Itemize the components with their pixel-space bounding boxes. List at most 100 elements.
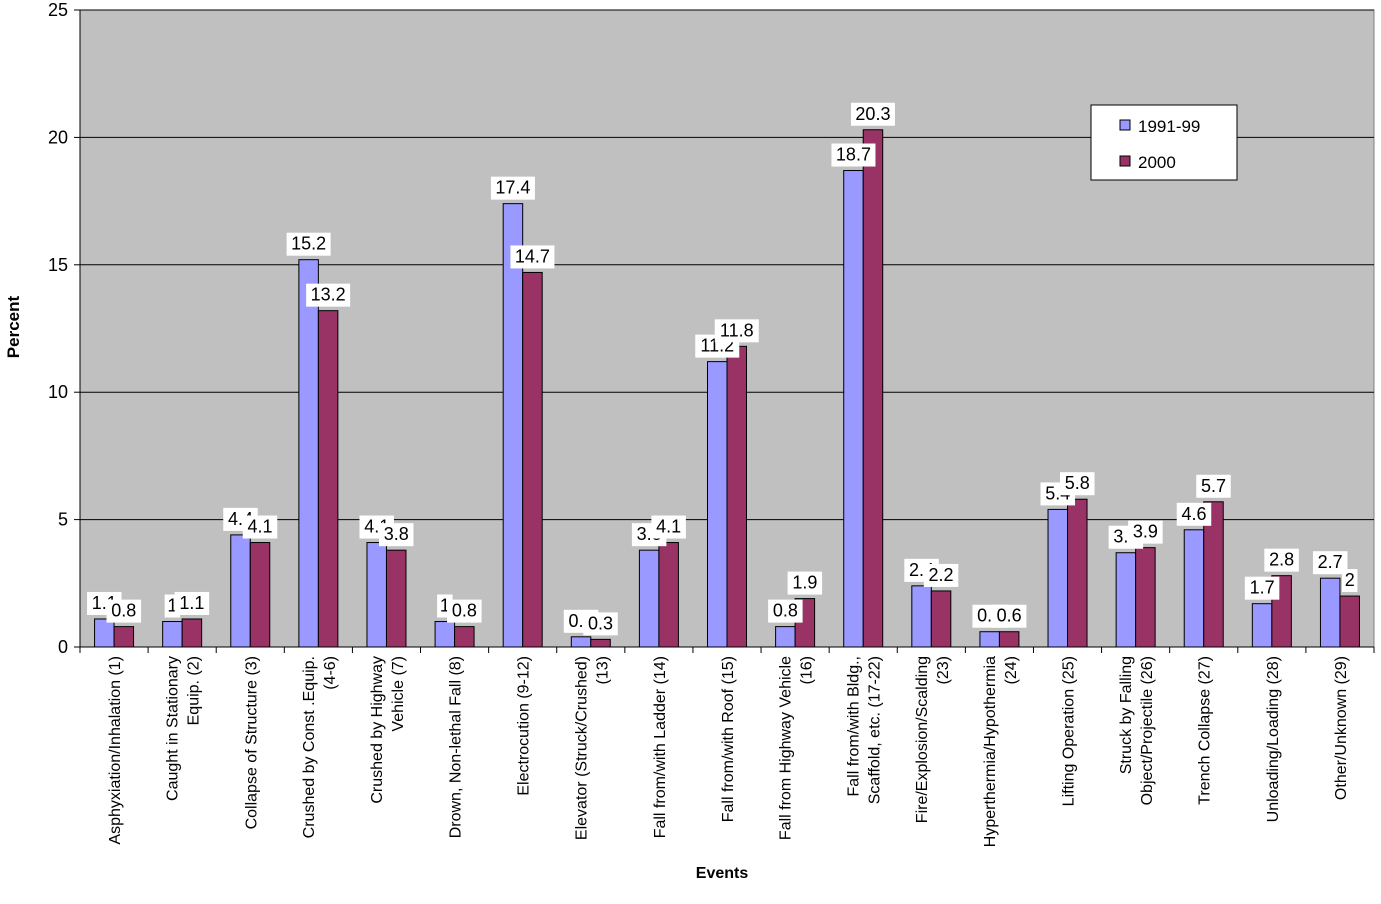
bar-1991-99 — [843, 170, 864, 648]
bar-2000 — [590, 638, 611, 648]
x-tick-label: Trench Collapse (27) — [1197, 656, 1214, 805]
x-tick-label: Fall from/with Roof (15) — [720, 656, 737, 822]
data-label-bg — [174, 591, 210, 615]
bar-2000 — [181, 618, 203, 648]
bar-1991-99 — [502, 203, 524, 648]
legend-label-2000: 2000 — [1138, 153, 1176, 172]
x-tick-label: Hyperthermia/Hypothermia — [982, 656, 999, 847]
x-tick-label: Equip. (2) — [186, 656, 203, 725]
x-tick-label: Object/Projectile (26) — [1139, 656, 1156, 805]
bar-1991-99 — [707, 361, 728, 648]
data-label-bg — [923, 563, 959, 587]
x-axis-title: Events — [696, 865, 749, 882]
bar-1991-99 — [570, 636, 592, 648]
data-label-bg — [831, 143, 876, 167]
x-tick-label: Asphyxiation/Inhalation (1) — [107, 656, 124, 845]
x-tick-label: Unloading/Loading (28) — [1265, 656, 1282, 822]
data-label-bg — [714, 319, 759, 343]
data-label: 1 — [167, 596, 177, 616]
data-label: 1.7 — [1250, 578, 1275, 598]
bar-2000 — [726, 345, 747, 648]
data-label-bg — [447, 599, 482, 623]
data-label: 5.7 — [1201, 476, 1226, 496]
data-label: 0.6 — [997, 606, 1022, 626]
x-tick-label: Scaffold, etc. (17-22) — [867, 656, 884, 804]
x-tick-label: Crushed by Highway — [369, 656, 386, 804]
data-label: 0.3 — [588, 613, 613, 633]
data-label: 17.4 — [495, 178, 530, 198]
bar-1991-99 — [94, 618, 115, 648]
x-tick-label: Fall from/with Bldg., — [846, 656, 863, 796]
bar-2000 — [249, 542, 271, 648]
data-label-bg — [1176, 502, 1212, 526]
bar-1991-99 — [911, 585, 932, 648]
data-label: 4.1 — [247, 517, 272, 537]
bar-1991-99 — [1251, 603, 1273, 648]
bar-2000 — [930, 590, 952, 648]
data-label-bg — [490, 176, 535, 200]
y-axis-title: Percent — [4, 295, 23, 358]
data-label-bg — [1128, 520, 1163, 544]
bar-1991-99 — [1115, 552, 1137, 648]
bar-1991-99 — [1047, 508, 1069, 648]
x-tick-label: Other/Unknown (29) — [1333, 656, 1350, 800]
data-label-bg — [242, 515, 278, 539]
bar-2000 — [1135, 547, 1156, 648]
x-tick-label: (4-6) — [322, 656, 339, 690]
data-label: 13.2 — [311, 285, 346, 305]
bar-1991-99 — [230, 534, 251, 648]
x-tick-label: Vehicle (7) — [390, 656, 407, 732]
bar-2000 — [317, 310, 339, 648]
data-label-bg — [306, 283, 351, 307]
y-tick-label: 5 — [58, 510, 68, 530]
y-tick-label: 0 — [58, 637, 68, 657]
data-label-bg — [1196, 474, 1231, 498]
x-tick-label: Drown, Non-lethal Fall (8) — [448, 656, 465, 838]
data-label: 18.7 — [836, 145, 871, 165]
bars — [94, 129, 1360, 648]
x-tick-label: Electrocution (9-12) — [516, 656, 533, 796]
bar-2000 — [522, 271, 543, 648]
x-tick-label: Struck by Falling — [1118, 656, 1135, 774]
bar-2000 — [1339, 595, 1360, 648]
data-label: 1 — [440, 596, 450, 616]
bar-2000 — [998, 631, 1020, 648]
data-label-bg — [787, 571, 823, 595]
x-tick-label: (24) — [1003, 656, 1020, 684]
data-label-bg — [651, 515, 686, 539]
x-tick-label: (13) — [594, 656, 611, 684]
data-label: 11.8 — [720, 320, 754, 340]
bar-1991-99 — [1183, 529, 1205, 648]
data-label: 1.1 — [179, 593, 204, 613]
data-label-bg — [768, 599, 803, 623]
x-tick-label: (23) — [935, 656, 952, 684]
bar-2000 — [454, 626, 475, 648]
data-label: 2.2 — [929, 565, 954, 585]
legend: 1991-99 2000 — [1090, 104, 1238, 181]
data-label: 4.6 — [1181, 504, 1206, 524]
data-label: 0.8 — [773, 601, 798, 621]
data-label: 14.7 — [515, 246, 550, 266]
data-label: 1.9 — [792, 573, 817, 593]
x-tick-label: Elevator (Struck/Crushed) — [573, 656, 590, 840]
data-label-bg — [1312, 551, 1348, 575]
x-axis-ticks: Asphyxiation/Inhalation (1) Caught in Sta… — [79, 647, 1375, 847]
data-label: 2.8 — [1269, 550, 1294, 570]
bar-1991-99 — [775, 626, 796, 648]
legend-swatch-1991-99 — [1119, 119, 1131, 131]
data-label: 2 — [1345, 570, 1355, 590]
bar-2000 — [1067, 498, 1088, 648]
bar-1991-99 — [162, 621, 183, 648]
x-tick-label: Caught in Stationary — [165, 656, 182, 801]
data-label: 3.8 — [384, 524, 409, 544]
data-label-bg — [1244, 576, 1280, 600]
data-label-bg — [583, 612, 618, 636]
data-label-bg — [850, 102, 895, 126]
data-label-bg — [1341, 569, 1358, 593]
data-label: 0.8 — [111, 601, 136, 621]
bar-2000 — [658, 542, 679, 648]
bar-2000 — [385, 549, 407, 648]
data-label-bg — [510, 245, 555, 269]
